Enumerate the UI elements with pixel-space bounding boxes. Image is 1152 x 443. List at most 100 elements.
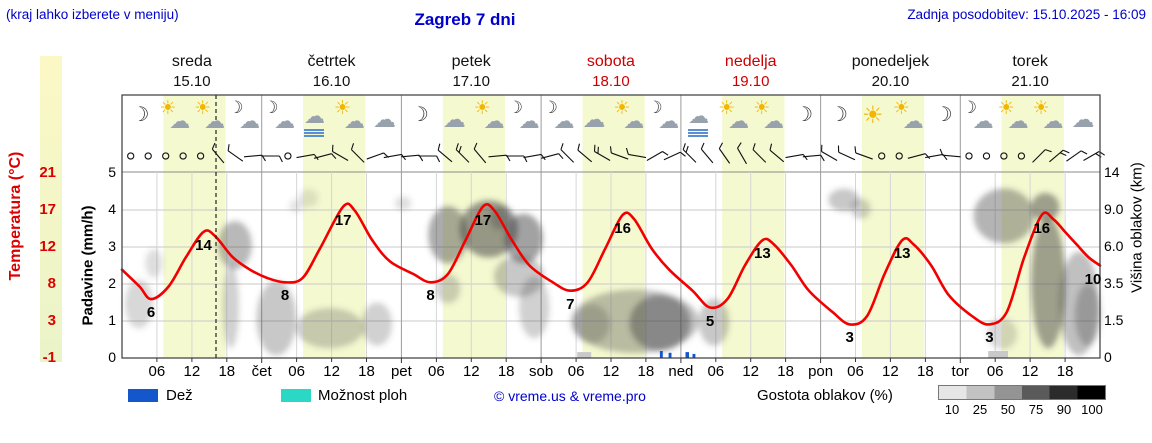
day-date: 19.10 [731,73,770,90]
weather-icon-moon-cloud: ☽ ☁ [647,98,680,133]
temperature-tick: -1 [42,349,56,366]
precipitation-tick: 1 [108,312,116,328]
weather-icon-cloud: ☁ [582,106,606,132]
temperature-value-label: 7 [566,295,575,313]
weather-icon-sun-cloud: ☀ ☁ [613,98,645,133]
weather-icon-sun-cloud: ☀ ☁ [334,98,365,133]
temperature-tick: 8 [47,275,56,292]
cloud-height-tick: 0 [1104,349,1112,365]
day-abbr-label: ned [668,363,694,380]
hour-tick-label: 06 [428,363,445,380]
temperature-value-label: 6 [146,304,156,322]
day-header: sobota 18.10 [541,53,681,90]
weather-icon-sun-cloud: ☀ ☁ [753,98,785,133]
density-tick-label: 90 [1056,402,1072,417]
daylight-bands [163,95,1064,358]
temperature-tick: 3 [47,312,56,329]
weather-icon-sun-cloud: ☀ ☁ [892,98,924,133]
hour-tick-label: 12 [183,363,201,380]
temperature-value-label: 14 [195,236,212,254]
temperature-value-label: 5 [705,312,715,330]
temperature-value-label: 10 [1084,270,1102,288]
cloud-height-tick: 9.0 [1104,201,1124,217]
cloud-height-tick: 14 [1104,164,1120,180]
day-abbr-label: čet [251,363,272,380]
weather-icon-sun: ☀ [862,102,884,129]
weather-icon-moon-cloud: ☽ ☁ [961,98,994,133]
density-tick-label: 25 [972,402,988,417]
day-abbr-label: pon [808,363,834,380]
hour-tick-label: 06 [288,363,305,380]
density-tick-label: 100 [1081,402,1103,417]
cloud-height-tick: 1.5 [1104,312,1124,328]
day-abbr-label: sob [529,363,554,380]
wind-barbs [127,142,1105,165]
hour-tick-label: 18 [358,363,375,380]
temperature-curve [120,202,1102,326]
cloud-height-tick: 3.5 [1104,275,1124,291]
day-name: petek [451,53,491,70]
rain-legend-label: Dež [166,387,193,404]
temperature-value-label: 3 [845,329,854,347]
day-abbr-label: pet [390,363,412,380]
rain-legend-swatch [128,389,158,402]
temperature-value-label: 13 [754,245,771,263]
precipitation-tick: 4 [108,201,116,217]
cloud-shading [124,188,1101,356]
hour-tick-label: 12 [1021,363,1039,380]
last-update-timestamp: Zadnja posodobitev: 15.10.2025 - 16:09 [907,7,1146,22]
weather-icon-sun-cloud: ☀ ☁ [159,98,191,133]
hour-tick-label: 06 [707,363,725,380]
weather-icon-sun-cloud: ☀ ☁ [473,98,505,133]
day-abbr-label: tor [951,363,970,380]
density-tick-label: 50 [1000,402,1016,417]
day-header: torek 21.10 [960,53,1100,90]
temperature-tick: 12 [39,238,56,255]
weather-icon-sun-cloud: ☀ ☁ [1032,98,1064,133]
rain-bars [577,351,1008,358]
page-title: Zagreb 7 dni [414,10,516,29]
day-name: sreda [171,53,212,70]
hour-tick-label: 12 [882,363,899,380]
temperature-value-label: 16 [614,220,631,237]
copyright-link[interactable]: © vreme.us & vreme.pro [494,388,646,404]
cloud-density-legend-label: Gostota oblakov (%) [757,387,893,404]
day-name: sobota [586,53,635,70]
density-tick-label: 10 [944,402,960,417]
cloud-density-scale-bar [938,385,1106,400]
hour-tick-label: 18 [218,363,236,380]
day-name: četrtek [307,53,356,70]
weather-icon-moon: ☽ [131,104,150,126]
hour-tick-label: 18 [1056,363,1074,380]
day-header: petek 17.10 [401,53,541,90]
temperature-value-label: 16 [1033,220,1051,237]
weather-icon-moon-cloud: ☽ ☁ [507,98,540,133]
weather-icon-fog: ☁ [681,98,715,140]
hour-tick-label: 06 [567,363,585,380]
temperature-value-label: 13 [893,245,911,263]
hour-tick-label: 06 [148,363,166,380]
hour-tick-label: 12 [602,363,620,380]
weather-icon-cloud: ☁ [442,106,466,132]
day-date: 15.10 [173,73,211,90]
temperature-value-label: 8 [280,287,290,305]
weather-icon-cloud: ☁ [373,106,396,132]
day-date: 17.10 [452,73,490,90]
hour-tick-label: 18 [497,363,515,380]
hour-tick-label: 12 [742,363,760,380]
weather-icon-moon: ☽ [934,104,953,126]
shower-legend-label: Možnost ploh [318,387,408,404]
temperature-value-label: 17 [334,211,352,229]
hour-tick-label: 18 [637,363,655,380]
temperature-value-label: 17 [474,211,492,229]
weather-icon-sun-cloud: ☀ ☁ [718,98,750,133]
temperature-value-label: 3 [985,329,994,347]
weather-icon-moon-cloud: ☽ ☁ [228,98,261,133]
chart-frame [121,94,1101,359]
weather-icon-sun-cloud: ☀ ☁ [997,98,1029,133]
hour-tick-label: 18 [917,363,934,380]
day-date: 20.10 [871,73,910,90]
weather-icon-cloud: ☁ [1071,106,1095,132]
weather-icon-moon: ☽ [410,104,429,126]
